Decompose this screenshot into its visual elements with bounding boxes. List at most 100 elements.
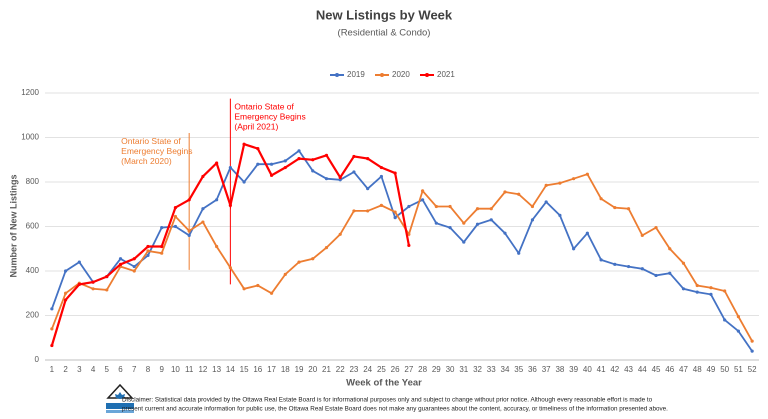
- x-tick-label: 41: [597, 365, 606, 374]
- point: [723, 289, 727, 293]
- point: [91, 287, 95, 291]
- x-tick-label: 37: [542, 365, 551, 374]
- point: [517, 192, 521, 196]
- point: [352, 170, 356, 174]
- x-tick-label: 39: [569, 365, 578, 374]
- y-tick-label: 1000: [21, 133, 39, 142]
- point: [215, 198, 219, 202]
- point: [269, 173, 274, 177]
- point: [668, 271, 672, 275]
- x-tick-label: 12: [198, 365, 207, 374]
- point: [105, 274, 109, 279]
- x-tick-label: 52: [748, 365, 757, 374]
- annotation-text: Emergency Begins: [234, 112, 305, 122]
- point: [393, 216, 397, 220]
- point: [215, 161, 219, 165]
- point: [50, 307, 54, 311]
- legend-label: 2019: [347, 70, 365, 79]
- legend-label: 2021: [437, 70, 455, 79]
- series-line: [51, 173, 753, 342]
- point: [201, 220, 205, 224]
- point: [585, 172, 589, 176]
- point: [434, 221, 438, 225]
- point: [379, 165, 384, 170]
- point: [750, 349, 754, 353]
- chart-title: New Listings by Week: [316, 7, 453, 22]
- y-tick-label: 600: [26, 222, 40, 231]
- x-tick-label: 22: [336, 365, 345, 374]
- point: [228, 266, 232, 270]
- x-tick-label: 51: [734, 365, 743, 374]
- x-tick-label: 23: [349, 365, 358, 374]
- point: [420, 189, 425, 193]
- point: [338, 178, 342, 182]
- legend-label: 2020: [392, 70, 410, 79]
- x-tick-label: 26: [391, 365, 400, 374]
- x-tick-label: 33: [487, 365, 496, 374]
- series-line: [51, 149, 753, 352]
- point: [393, 171, 397, 175]
- x-tick-label: 40: [583, 365, 592, 374]
- point: [297, 260, 301, 264]
- point: [132, 257, 136, 261]
- point: [654, 273, 658, 278]
- series: [50, 172, 754, 343]
- x-tick-label: 2: [63, 365, 68, 374]
- point: [572, 247, 576, 251]
- point: [626, 207, 631, 211]
- point: [599, 258, 603, 262]
- x-tick-label: 18: [281, 365, 290, 374]
- x-tick-label: 44: [638, 365, 647, 374]
- point: [613, 262, 617, 266]
- point: [668, 247, 672, 251]
- x-tick-label: 42: [610, 365, 619, 374]
- point: [324, 153, 329, 157]
- point: [462, 240, 466, 244]
- x-tick-label: 34: [501, 365, 510, 374]
- point: [448, 226, 452, 230]
- point: [585, 231, 589, 235]
- point: [530, 218, 535, 222]
- point: [407, 232, 411, 236]
- series: [50, 142, 411, 348]
- point: [681, 287, 686, 291]
- point: [146, 244, 150, 249]
- annotation-text: Ontario State of: [121, 136, 181, 146]
- x-tick-label: 7: [132, 365, 137, 374]
- point: [283, 165, 287, 170]
- x-tick-label: 14: [226, 365, 235, 374]
- point: [228, 165, 232, 170]
- x-tick-label: 8: [146, 365, 151, 374]
- point: [366, 187, 370, 191]
- point: [640, 267, 644, 271]
- x-tick-label: 25: [377, 365, 386, 374]
- x-tick-label: 50: [720, 365, 729, 374]
- point: [324, 177, 329, 181]
- point: [256, 162, 260, 166]
- point: [105, 288, 109, 292]
- point: [132, 269, 136, 273]
- annotation-text: Ontario State of: [234, 102, 294, 112]
- point: [434, 204, 438, 209]
- disclaimer: present current and accurate information…: [122, 406, 668, 413]
- point: [118, 262, 123, 266]
- x-tick-label: 46: [665, 365, 674, 374]
- disclaimer: Disclaimer: Statistical data provided by…: [122, 397, 653, 404]
- point: [283, 159, 287, 163]
- point: [352, 154, 356, 159]
- point: [297, 157, 301, 161]
- point: [311, 158, 315, 162]
- point: [407, 204, 411, 209]
- x-tick-label: 48: [693, 365, 702, 374]
- point: [503, 190, 507, 194]
- x-tick-label: 38: [555, 365, 564, 374]
- point: [187, 229, 191, 233]
- point: [311, 257, 315, 261]
- x-tick-label: 4: [91, 365, 96, 374]
- point: [269, 291, 274, 295]
- x-tick-label: 49: [706, 365, 715, 374]
- point: [475, 222, 480, 226]
- x-tick-label: 32: [473, 365, 482, 374]
- point: [242, 287, 246, 291]
- point: [736, 329, 741, 333]
